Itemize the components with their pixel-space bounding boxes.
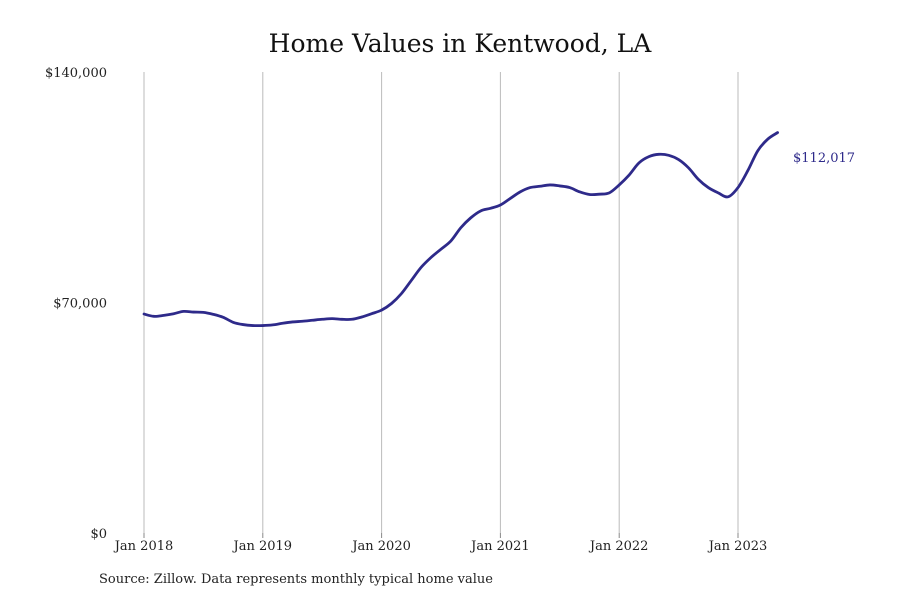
y-tick-label-1: $70,000 [53,297,107,312]
series-line [142,131,779,328]
x-axis-ticks: Jan 2018 Jan 2019 Jan 2020 Jan 2021 Jan 2022… [113,533,768,554]
gridlines [143,72,739,533]
y-axis-ticks: $0 $70,000 $140,000 [45,66,107,542]
x-tick-label-2: Jan 2020 [350,539,411,554]
y-tick-label-2: $140,000 [45,66,107,81]
y-tick-label-0: $0 [90,527,107,542]
x-tick-label-0: Jan 2018 [113,539,174,554]
chart-title: Home Values in Kentwood, LA [269,29,653,58]
x-tick-label-4: Jan 2022 [588,539,649,554]
x-tick-label-3: Jan 2021 [469,539,530,554]
x-tick-label-5: Jan 2023 [707,539,768,554]
x-tick-label-1: Jan 2019 [232,539,293,554]
source-note: Source: Zillow. Data represents monthly … [99,572,493,587]
end-value-label: $112,017 [793,151,855,166]
